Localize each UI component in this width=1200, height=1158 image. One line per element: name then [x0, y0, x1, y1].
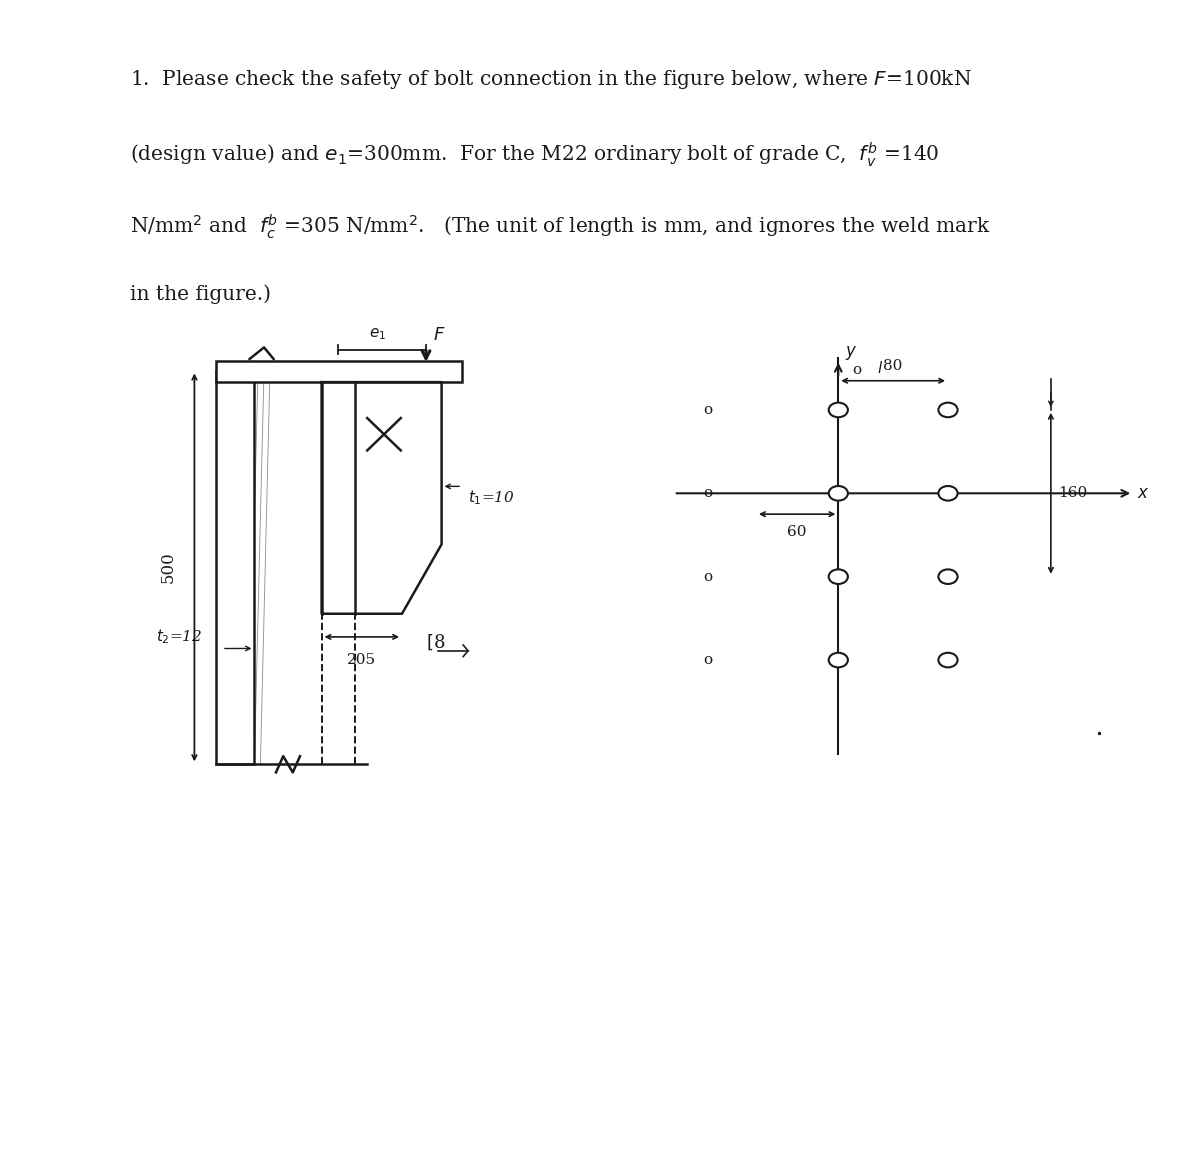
Circle shape [829, 570, 848, 584]
Text: o: o [703, 486, 713, 500]
Bar [216, 371, 254, 764]
Text: $e_1$: $e_1$ [368, 325, 386, 342]
Text: o: o [703, 403, 713, 417]
Circle shape [938, 653, 958, 667]
Text: o: o [852, 364, 862, 378]
Text: o: o [703, 653, 713, 667]
Text: $l$: $l$ [877, 360, 883, 376]
Text: N/mm$^2$ and  $f_c^b$ =305 N/mm$^2$.   (The unit of length is mm, and ignores th: N/mm$^2$ and $f_c^b$ =305 N/mm$^2$. (The… [130, 212, 990, 241]
Text: 60: 60 [787, 525, 806, 538]
Circle shape [938, 486, 958, 500]
Text: 80: 80 [883, 359, 902, 374]
Bar [216, 361, 462, 382]
Text: 1.  Please check the safety of bolt connection in the figure below, where $F$=10: 1. Please check the safety of bolt conne… [130, 68, 972, 91]
Text: $t_2$=12: $t_2$=12 [156, 628, 203, 646]
Text: $[$8: $[$8 [426, 633, 445, 652]
Circle shape [829, 486, 848, 500]
Text: (design value) and $e_1$=300mm.  For the M22 ordinary bolt of grade C,  $f_v^b$ : (design value) and $e_1$=300mm. For the … [130, 140, 940, 169]
Circle shape [829, 403, 848, 417]
Text: $x$: $x$ [1138, 485, 1150, 501]
Circle shape [938, 570, 958, 584]
Text: 205: 205 [347, 653, 377, 667]
Text: $t_1$=10: $t_1$=10 [468, 489, 515, 507]
Text: in the figure.): in the figure.) [130, 284, 271, 303]
Text: 160: 160 [1057, 486, 1087, 500]
Text: o: o [703, 570, 713, 584]
Text: $F$: $F$ [433, 325, 445, 344]
Circle shape [829, 653, 848, 667]
Text: $y$: $y$ [845, 344, 858, 361]
Text: 500: 500 [160, 551, 176, 584]
Circle shape [938, 403, 958, 417]
